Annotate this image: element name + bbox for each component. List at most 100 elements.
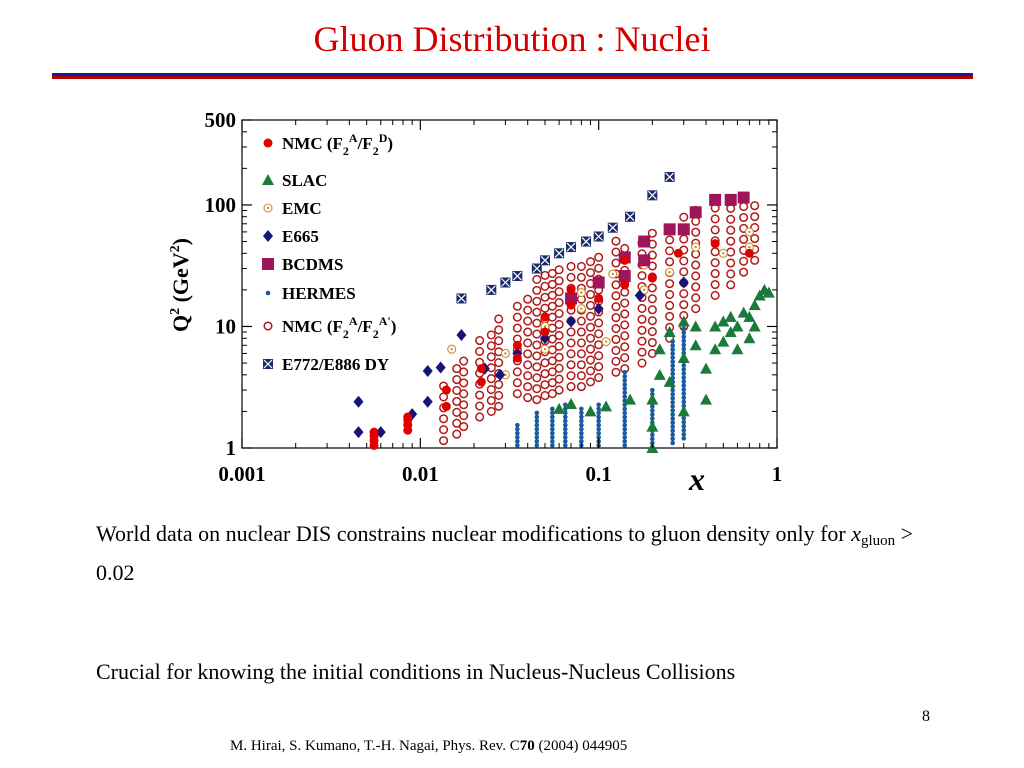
- point-dy: [539, 255, 550, 266]
- point-slac: [653, 343, 666, 355]
- point-hermes: [681, 371, 687, 376]
- point-emc: [718, 248, 728, 258]
- point-nmc-aa: [439, 436, 449, 446]
- emc-center: [580, 307, 583, 310]
- point-nmc-aa: [494, 325, 504, 335]
- point-slac: [584, 405, 597, 417]
- point-hermes: [622, 443, 628, 448]
- point-bcdms: [689, 206, 702, 219]
- point-hermes: [563, 426, 568, 432]
- point-hermes: [622, 439, 628, 444]
- legend-e665: E665: [263, 227, 319, 246]
- point-nmc-ratio: [566, 285, 576, 295]
- point-nmc-aa: [594, 351, 604, 361]
- point-nmc-aa: [726, 236, 736, 246]
- point-nmc-aa: [566, 327, 576, 337]
- point-hermes: [681, 395, 687, 401]
- point-nmc-aa: [540, 369, 550, 379]
- point-hermes: [670, 404, 675, 409]
- point-hermes: [596, 414, 601, 420]
- point-nmc-aa: [566, 382, 576, 392]
- point-hermes: [550, 439, 555, 444]
- point-hermes: [681, 387, 687, 392]
- point-nmc-aa: [750, 201, 760, 211]
- point-hermes: [681, 375, 687, 380]
- point-nmc-aa: [576, 316, 586, 326]
- point-nmc-aa: [594, 329, 604, 339]
- point-nmc-aa: [585, 333, 596, 343]
- point-nmc-aa: [739, 256, 749, 266]
- x-tick-label: 1: [772, 462, 783, 486]
- point-hermes: [579, 430, 584, 436]
- point-nmc-aa: [486, 374, 496, 384]
- point-hermes: [670, 343, 675, 348]
- point-bcdms: [565, 292, 578, 305]
- point-nmc-aa: [452, 429, 462, 439]
- point-hermes: [596, 435, 601, 440]
- title-divider-bottom: [52, 76, 973, 79]
- point-nmc-aa: [679, 300, 689, 310]
- point-nmc-aa: [486, 352, 496, 362]
- point-slac: [743, 310, 756, 322]
- point-nmc-aa: [532, 285, 542, 295]
- point-nmc-aa: [540, 270, 550, 280]
- point-bcdms: [737, 191, 750, 204]
- point-nmc-aa: [540, 391, 550, 401]
- point-dy: [593, 231, 604, 242]
- point-nmc-ratio: [594, 293, 604, 303]
- point-nmc-aa: [647, 327, 657, 337]
- point-e665: [435, 361, 446, 374]
- x-tick-label: 0.1: [586, 462, 612, 486]
- dy-cross: [457, 294, 466, 303]
- point-slac: [677, 405, 690, 417]
- point-slac: [731, 343, 744, 355]
- emc-center: [694, 245, 697, 249]
- point-hermes: [650, 436, 655, 442]
- point-nmc-aa: [620, 342, 630, 352]
- y-tick-label: 500: [205, 108, 237, 132]
- point-nmc-aa: [679, 234, 689, 244]
- point-nmc-aa: [691, 227, 701, 237]
- point-hermes: [534, 443, 540, 448]
- point-nmc-aa: [665, 311, 675, 321]
- point-hermes: [563, 422, 568, 428]
- point-hermes: [534, 410, 540, 416]
- point-nmc-aa: [523, 360, 533, 370]
- point-hermes: [681, 391, 687, 396]
- point-nmc-aa: [532, 340, 542, 350]
- point-nmc-aa: [532, 329, 542, 339]
- point-nmc-aa: [611, 356, 621, 366]
- point-hermes: [681, 427, 687, 433]
- point-nmc-aa: [494, 401, 504, 411]
- reference-citation: M. Hirai, S. Kumano, T.-H. Nagai, Phys. …: [230, 738, 627, 755]
- point-nmc-aa: [512, 323, 522, 333]
- point-nmc-aa: [620, 243, 630, 253]
- point-emc: [601, 337, 611, 347]
- point-nmc-ratio: [512, 340, 522, 350]
- point-nmc-aa: [547, 389, 557, 399]
- point-nmc-aa: [691, 260, 701, 270]
- point-slac: [553, 402, 566, 414]
- point-nmc-aa: [523, 294, 533, 304]
- point-dy: [625, 211, 636, 222]
- point-nmc-aa: [585, 311, 596, 321]
- point-hermes: [650, 404, 655, 409]
- x-tick-label: 0.001: [218, 462, 265, 486]
- point-nmc-aa: [459, 422, 469, 432]
- point-nmc-aa: [637, 336, 647, 346]
- point-nmc-aa: [647, 228, 657, 238]
- point-nmc-aa: [576, 272, 586, 282]
- point-hermes: [563, 418, 568, 424]
- point-nmc-aa: [512, 301, 522, 311]
- point-hermes: [670, 408, 675, 413]
- point-nmc-aa: [452, 407, 462, 417]
- point-nmc-aa: [459, 400, 469, 410]
- point-nmc-aa: [523, 327, 533, 337]
- point-nmc-aa: [523, 316, 533, 326]
- point-nmc-aa: [566, 261, 576, 271]
- legend-slac: SLAC: [262, 171, 327, 190]
- point-hermes: [596, 418, 601, 424]
- point-nmc-aa: [566, 272, 576, 282]
- point-slac: [646, 420, 659, 432]
- dy-cross: [647, 190, 657, 200]
